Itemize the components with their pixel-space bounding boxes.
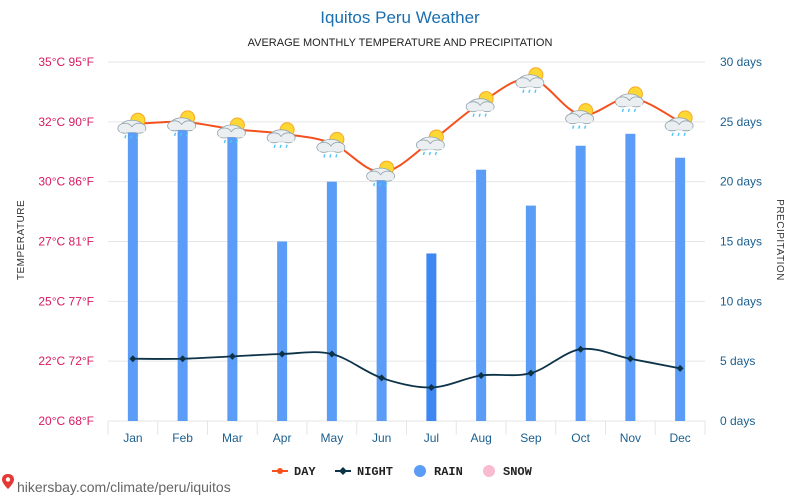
right-tick-label-2: 20 days bbox=[720, 175, 762, 189]
right-axis-title: PRECIPITATION bbox=[774, 199, 785, 281]
right-axis-ticks: 30 days 25 days 20 days 15 days 10 days 5 day… bbox=[720, 55, 762, 428]
night-point-jan[interactable] bbox=[129, 355, 137, 363]
x-tick-label-may: May bbox=[321, 431, 344, 445]
rain-sun-icon-jul bbox=[415, 129, 446, 156]
night-point-sep[interactable] bbox=[527, 369, 535, 377]
legend-label: RAIN bbox=[434, 465, 463, 479]
right-tick-label-5: 5 days bbox=[720, 354, 755, 368]
legend-item-day[interactable]: DAY bbox=[272, 465, 316, 479]
rain-sun-icon-sep bbox=[515, 67, 545, 94]
right-tick-label-6: 0 days bbox=[720, 414, 755, 428]
night-line bbox=[132, 347, 681, 389]
rain-bar-sep[interactable] bbox=[525, 205, 536, 421]
x-tick-label-nov: Nov bbox=[620, 431, 641, 445]
x-tick-label-jan: Jan bbox=[123, 431, 142, 445]
rain-sun-icon-oct bbox=[564, 102, 595, 130]
night-point-aug[interactable] bbox=[477, 372, 485, 380]
night-point-oct[interactable] bbox=[577, 345, 585, 353]
right-tick-label-3: 15 days bbox=[720, 235, 762, 249]
rain-bars bbox=[127, 127, 686, 422]
night-point-apr[interactable] bbox=[278, 350, 286, 358]
circle-icon bbox=[483, 465, 495, 477]
legend-item-snow[interactable]: SNOW bbox=[483, 465, 533, 479]
rain-bar-feb[interactable] bbox=[177, 127, 188, 422]
left-tick-label-4: 25°C 77°F bbox=[38, 294, 94, 308]
x-tick-label-jul: Jul bbox=[424, 431, 439, 445]
left-tick-label-2: 30°C 86°F bbox=[38, 175, 94, 189]
day-series bbox=[129, 75, 684, 176]
rain-sun-icon-aug bbox=[465, 90, 495, 118]
legend[interactable]: DAY NIGHT RAIN SNOW bbox=[272, 465, 533, 479]
rain-bar-jan[interactable] bbox=[127, 127, 138, 422]
night-point-jun[interactable] bbox=[378, 374, 386, 382]
location-pin-icon bbox=[2, 474, 14, 489]
night-point-nov[interactable] bbox=[626, 355, 634, 363]
left-axis-title: TEMPERATURE bbox=[16, 200, 27, 280]
x-tick-label-apr: Apr bbox=[273, 431, 292, 445]
legend-item-night[interactable]: NIGHT bbox=[335, 465, 393, 479]
rain-sun-icon-apr bbox=[266, 122, 296, 149]
night-point-feb[interactable] bbox=[179, 355, 187, 363]
x-tick-label-dec: Dec bbox=[669, 431, 690, 445]
rain-bar-oct[interactable] bbox=[575, 145, 586, 421]
x-tick-label-sep: Sep bbox=[520, 431, 542, 445]
x-tick-label-mar: Mar bbox=[222, 431, 243, 445]
line-diamond-icon bbox=[335, 467, 351, 475]
night-point-dec[interactable] bbox=[676, 364, 684, 372]
rain-bar-aug[interactable] bbox=[476, 169, 487, 421]
grid-lines bbox=[107, 61, 706, 435]
legend-label: DAY bbox=[294, 465, 316, 479]
chart-title: Iquitos Peru Weather bbox=[320, 8, 480, 27]
circle-icon bbox=[414, 465, 426, 477]
rain-bar-apr[interactable] bbox=[277, 241, 288, 422]
source-url[interactable]: hikersbay.com/climate/peru/iquitos bbox=[17, 479, 231, 495]
night-series bbox=[129, 345, 684, 391]
left-tick-label-3: 27°C 81°F bbox=[38, 235, 94, 249]
rain-bar-may[interactable] bbox=[326, 181, 337, 421]
weather-icons bbox=[117, 67, 694, 187]
legend-item-rain[interactable]: RAIN bbox=[414, 465, 463, 479]
rain-bar-jun[interactable] bbox=[376, 169, 387, 421]
right-tick-label-1: 25 days bbox=[720, 115, 762, 129]
right-tick-label-4: 10 days bbox=[720, 294, 762, 308]
day-line bbox=[132, 77, 681, 174]
x-tick-label-aug: Aug bbox=[470, 431, 491, 445]
right-tick-label-0: 30 days bbox=[720, 55, 762, 69]
left-tick-label-1: 32°C 90°F bbox=[38, 115, 94, 129]
source-link[interactable]: hikersbay.com/climate/peru/iquitos bbox=[2, 474, 231, 495]
rain-bar-nov[interactable] bbox=[625, 133, 636, 422]
x-tick-label-jun: Jun bbox=[372, 431, 391, 445]
night-point-mar[interactable] bbox=[228, 352, 236, 360]
line-dot-icon bbox=[272, 468, 288, 474]
left-tick-label-0: 35°C 95°F bbox=[38, 55, 94, 69]
night-point-jul[interactable] bbox=[427, 383, 435, 391]
left-tick-label-5: 22°C 72°F bbox=[38, 354, 94, 368]
x-tick-label-feb: Feb bbox=[172, 431, 193, 445]
rain-sun-icon-nov bbox=[614, 86, 645, 113]
left-tick-label-6: 20°C 68°F bbox=[38, 414, 94, 428]
rain-bar-dec[interactable] bbox=[675, 157, 686, 421]
legend-label: SNOW bbox=[503, 465, 533, 479]
chart-subtitle: AVERAGE MONTHLY TEMPERATURE AND PRECIPIT… bbox=[248, 37, 553, 49]
rain-sun-icon-may bbox=[316, 131, 346, 159]
left-axis-ticks: 35°C 95°F 32°C 90°F 30°C 86°F 27°C 81°F 25°C… bbox=[38, 55, 94, 428]
x-tick-label-oct: Oct bbox=[571, 431, 590, 445]
rain-bar-jul[interactable] bbox=[426, 253, 437, 421]
rain-bar-mar[interactable] bbox=[227, 133, 238, 422]
x-axis-ticks: Jan Feb Mar Apr May Jun Jul Aug Sep Oct Nov Dec bbox=[123, 431, 691, 445]
legend-label: NIGHT bbox=[357, 465, 393, 479]
night-point-may[interactable] bbox=[328, 350, 336, 358]
